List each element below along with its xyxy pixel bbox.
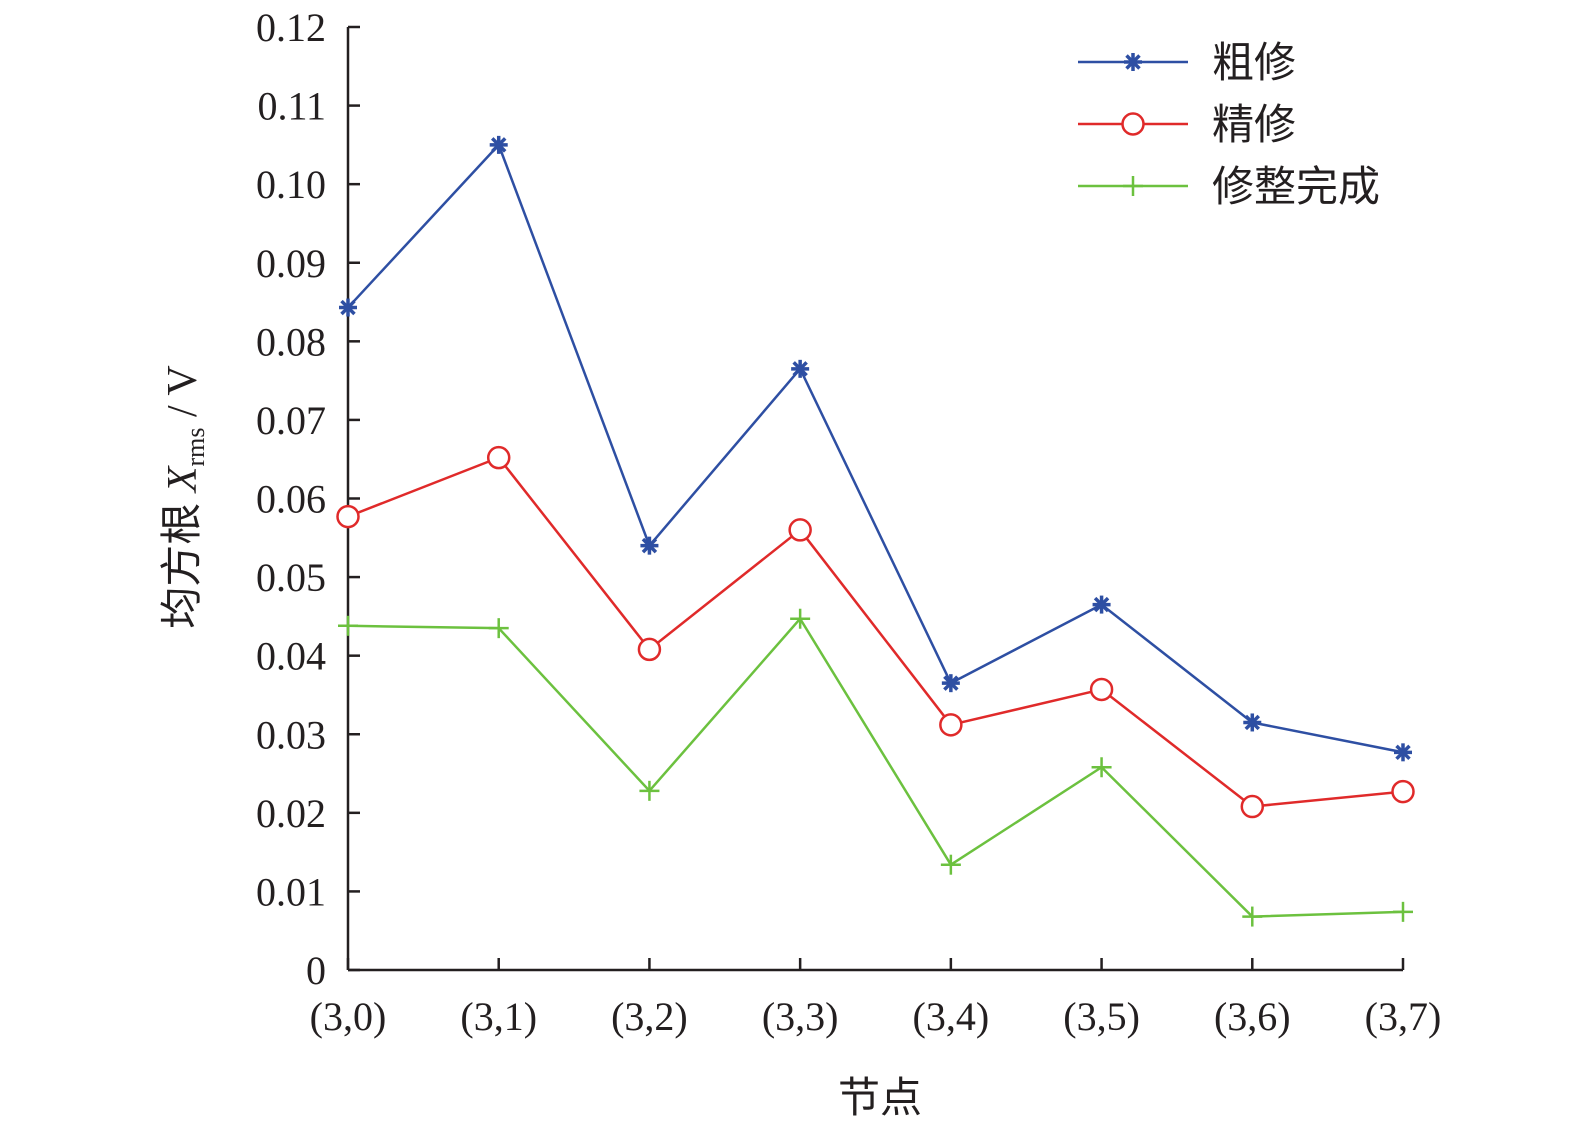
data-point-circle — [1121, 112, 1145, 136]
data-point-circle — [788, 518, 812, 542]
data-point-circle — [1391, 779, 1415, 804]
data-point-asterisk — [640, 536, 659, 555]
x-tick-label: (3,6) — [1214, 994, 1291, 1039]
data-point-plus — [1242, 906, 1263, 927]
data-point-circle — [1240, 794, 1265, 819]
x-tick-label: (3,5) — [1063, 994, 1140, 1039]
legend-label: 精修 — [1212, 103, 1296, 149]
data-point-plus — [1091, 757, 1112, 778]
series-line — [347, 617, 1404, 918]
data-point-plus — [940, 854, 961, 875]
series-line — [347, 456, 1404, 808]
x-tick-label: (3,0) — [310, 994, 387, 1039]
legend-label: 粗修 — [1212, 41, 1296, 87]
series-group — [336, 135, 1415, 927]
x-axis-title: 节点 — [838, 1076, 922, 1122]
x-tick-label: (3,2) — [611, 994, 688, 1039]
data-point-plus — [639, 780, 660, 801]
data-point-plus — [1393, 901, 1413, 922]
data-point-asterisk — [339, 298, 357, 317]
data-point-plus — [488, 618, 509, 639]
data-point-circle — [637, 637, 662, 662]
data-point-circle — [486, 445, 511, 470]
y-tick-label: 0.04 — [256, 634, 326, 679]
y-axis-title: 均方根 Xrms / V — [160, 365, 210, 628]
x-tick-label: (3,7) — [1365, 994, 1442, 1039]
data-point-asterisk — [1394, 743, 1412, 762]
y-ticks: 0 0.01 0.02 0.03 0.04 0.05 0.06 0.07 0.08 0.09 0.1… — [256, 5, 360, 993]
y-axis-title-unit: / V — [160, 365, 206, 427]
y-tick-label: 0.12 — [256, 5, 326, 50]
data-point-circle — [939, 713, 963, 737]
y-tick-label: 0.07 — [256, 398, 326, 443]
y-tick-label: 0.05 — [256, 555, 326, 600]
data-point-plus — [1123, 176, 1143, 196]
data-point-circle — [336, 504, 360, 529]
data-point-asterisk — [1124, 53, 1142, 71]
y-tick-label: 0.09 — [256, 241, 326, 286]
y-axis-title-main: 均方根 — [160, 492, 206, 629]
data-point-asterisk — [1243, 713, 1262, 732]
data-point-asterisk — [941, 674, 960, 693]
data-point-plus — [338, 615, 358, 636]
data-point-asterisk — [1092, 595, 1111, 614]
legend-item: 修整完成 — [1078, 164, 1380, 211]
x-tick-label: (3,4) — [913, 994, 990, 1039]
y-tick-label: 0.06 — [256, 477, 326, 522]
y-tick-label: 0.02 — [256, 791, 326, 836]
legend-label: 修整完成 — [1212, 164, 1380, 211]
x-ticks: (3,0) (3,1) (3,2) (3,3) (3,4) (3,5) (3,6) (3,7) — [310, 958, 1442, 1039]
data-point-asterisk — [489, 135, 508, 154]
y-axis-title-subscript: rms — [181, 428, 210, 467]
y-tick-label: 0.10 — [256, 162, 326, 207]
legend-item: 粗修 — [1078, 41, 1296, 87]
data-point-asterisk — [791, 359, 810, 378]
data-point-circle — [1089, 677, 1114, 702]
y-tick-label: 0.01 — [256, 869, 326, 914]
series-line — [347, 143, 1404, 754]
y-tick-label: 0 — [306, 948, 326, 993]
y-tick-label: 0.03 — [256, 712, 326, 757]
x-tick-label: (3,1) — [460, 994, 537, 1039]
y-tick-label: 0.08 — [256, 319, 326, 364]
x-tick-label: (3,3) — [762, 994, 839, 1039]
legend-item: 精修 — [1078, 103, 1296, 149]
y-tick-label: 0.11 — [257, 84, 326, 129]
y-axis-title-symbol: X — [160, 464, 206, 494]
data-point-plus — [790, 608, 811, 629]
